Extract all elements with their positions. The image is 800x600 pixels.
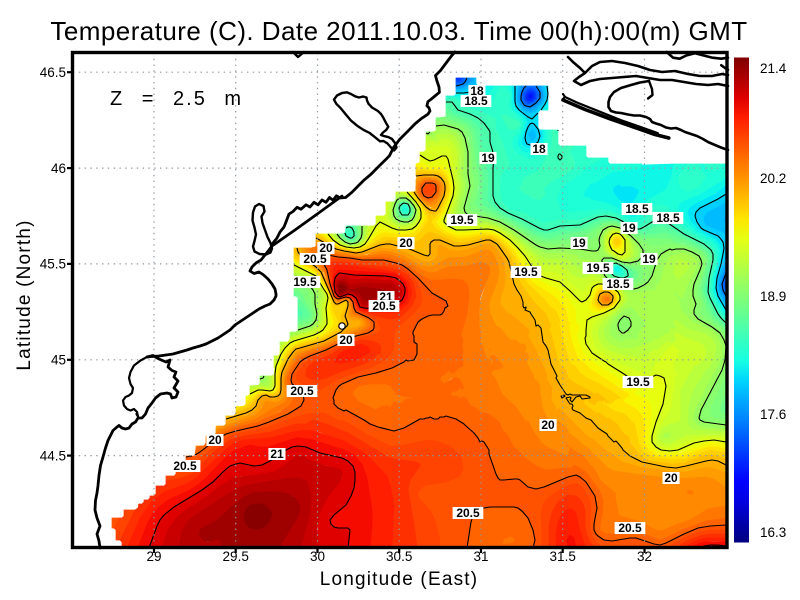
svg-text:20: 20 [319, 241, 333, 255]
svg-text:Latitude (North): Latitude (North) [14, 219, 35, 370]
svg-text:Temperature (C). Date 2011.10.: Temperature (C). Date 2011.10.03. Time 0… [50, 16, 747, 46]
svg-text:18.5: 18.5 [606, 277, 630, 291]
svg-text:18.5: 18.5 [656, 211, 680, 225]
svg-text:20: 20 [208, 433, 222, 447]
svg-text:20: 20 [339, 333, 353, 347]
svg-text:20.5: 20.5 [303, 252, 327, 266]
svg-text:20.5: 20.5 [173, 459, 197, 473]
svg-text:45.5: 45.5 [40, 257, 66, 272]
svg-text:45: 45 [51, 353, 66, 368]
svg-text:17.6: 17.6 [760, 407, 786, 422]
svg-text:18.9: 18.9 [760, 289, 786, 304]
svg-text:18.5: 18.5 [464, 94, 488, 108]
svg-text:21: 21 [270, 447, 284, 461]
svg-text:29.5: 29.5 [223, 549, 249, 564]
svg-text:20.5: 20.5 [456, 506, 480, 520]
svg-text:19: 19 [572, 236, 586, 250]
svg-text:32: 32 [637, 549, 652, 564]
svg-text:20: 20 [664, 471, 678, 485]
svg-text:18: 18 [470, 84, 484, 98]
svg-text:30.5: 30.5 [386, 549, 412, 564]
svg-text:44.5: 44.5 [40, 448, 66, 463]
svg-text:16.3: 16.3 [760, 525, 786, 540]
svg-text:20: 20 [541, 418, 555, 432]
svg-text:30: 30 [310, 549, 325, 564]
svg-text:20: 20 [399, 236, 413, 250]
svg-text:21.4: 21.4 [760, 61, 787, 76]
svg-text:Longitude (East): Longitude (East) [320, 569, 479, 590]
svg-text:19: 19 [481, 151, 495, 165]
svg-text:18.5: 18.5 [625, 202, 649, 216]
svg-text:18: 18 [532, 142, 546, 156]
svg-text:19.5: 19.5 [586, 261, 610, 275]
svg-text:19: 19 [622, 221, 636, 235]
svg-text:20.5: 20.5 [618, 521, 642, 535]
svg-text:19.5: 19.5 [626, 375, 650, 389]
svg-text:29: 29 [146, 549, 161, 564]
svg-text:31: 31 [473, 549, 488, 564]
svg-text:19.5: 19.5 [450, 213, 474, 227]
svg-text:19.5: 19.5 [514, 265, 538, 279]
svg-text:20.5: 20.5 [290, 384, 314, 398]
svg-text:46: 46 [51, 161, 66, 176]
svg-text:Z = 2.5 m: Z = 2.5 m [110, 88, 243, 110]
svg-text:20.5: 20.5 [372, 299, 396, 313]
svg-text:46.5: 46.5 [40, 65, 66, 80]
svg-text:19: 19 [642, 252, 656, 266]
svg-text:20.2: 20.2 [760, 171, 786, 186]
svg-text:31.5: 31.5 [550, 549, 576, 564]
svg-text:19.5: 19.5 [293, 275, 317, 289]
